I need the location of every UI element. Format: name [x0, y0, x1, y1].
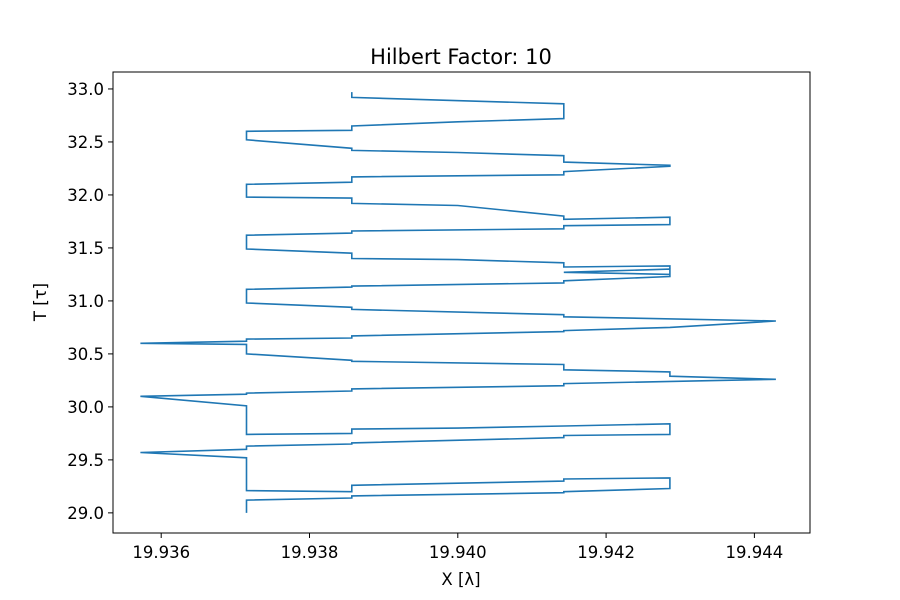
y-tick-label: 29.5: [67, 451, 104, 470]
y-axis: 29.0 29.5 30.0 30.5 31.0 31.5 32.0 32.5 33.0: [67, 80, 113, 523]
y-tick-label: 30.0: [67, 398, 104, 417]
y-tick-label: 30.5: [67, 345, 104, 364]
x-tick-label: 19.938: [281, 543, 339, 562]
x-tick-label: 19.944: [726, 543, 784, 562]
y-tick-label: 31.5: [67, 239, 104, 258]
y-tick-label: 31.0: [67, 292, 104, 311]
x-axis: 19.936 19.938 19.940 19.942 19.944: [132, 533, 783, 562]
y-tick-label: 33.0: [67, 80, 104, 99]
x-tick-label: 19.940: [429, 543, 487, 562]
y-tick-label: 29.0: [67, 504, 104, 523]
x-tick-label: 19.942: [577, 543, 635, 562]
y-tick-label: 32.0: [67, 186, 104, 205]
plot-area-frame: [112, 71, 811, 534]
y-axis-label: T [τ]: [31, 283, 50, 322]
y-tick-label: 32.5: [67, 133, 104, 152]
x-tick-label: 19.936: [132, 543, 190, 562]
series-line: [140, 92, 776, 513]
x-axis-label: X [λ]: [441, 570, 480, 589]
chart-title: Hilbert Factor: 10: [370, 45, 552, 69]
